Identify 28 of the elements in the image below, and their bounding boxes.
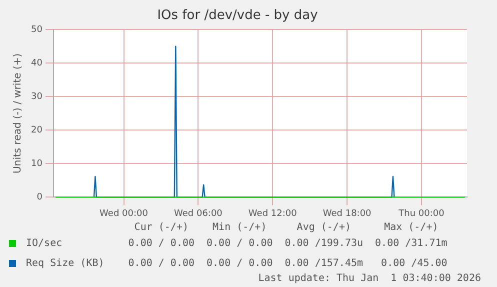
y-tick-label: 10 <box>31 159 43 170</box>
text: 0.00 / 0.00 <box>206 236 274 250</box>
text: 0.00 / 0.00 <box>206 256 274 270</box>
y-tick-label: 30 <box>31 92 43 102</box>
y-axis-title: Units read (-) / write (+) <box>12 53 24 174</box>
text: 0.00 /45.00 <box>380 256 448 270</box>
y-tick-label: 50 <box>31 24 43 35</box>
text: Avg (-/+) <box>296 222 352 233</box>
text: Cur (-/+) <box>133 222 190 233</box>
x-tick-label: Wed 18:00 <box>322 208 372 219</box>
text: Max (-/+) <box>383 222 440 233</box>
text: 0.00 / 0.00 <box>127 236 196 250</box>
y-tick-label: 40 <box>31 58 43 68</box>
text: 0.00 /199.73u <box>284 236 364 250</box>
text: Min (-/+) <box>212 222 268 233</box>
legend-label: IO/sec <box>25 236 64 250</box>
x-tick-label: Thu 00:00 <box>398 208 445 219</box>
text: 0.00 /31.71m <box>374 236 448 250</box>
chart-title: IOs for /dev/vde - by day <box>157 8 318 24</box>
text: 0.00 /157.45m <box>284 256 364 270</box>
y-tick-label: 20 <box>31 126 43 136</box>
y-tick-label: 0 <box>36 192 43 203</box>
x-tick-label: Wed 00:00 <box>100 208 148 219</box>
text: Last update: Thu Jan 1 03:40:00 2026 <box>257 273 482 284</box>
text: 0.00 / 0.00 <box>127 256 196 270</box>
x-tick-label: Wed 12:00 <box>248 208 298 219</box>
legend-label: Req Size (KB) <box>25 256 106 270</box>
x-tick-label: Wed 06:00 <box>174 208 223 219</box>
